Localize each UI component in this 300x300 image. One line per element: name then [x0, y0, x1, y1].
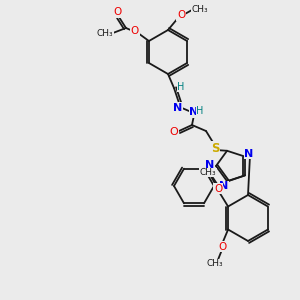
Text: N: N: [173, 103, 183, 113]
Text: O: O: [131, 26, 139, 36]
Text: N: N: [244, 148, 254, 159]
Text: N: N: [189, 107, 199, 117]
Text: O: O: [114, 7, 122, 17]
Text: H: H: [177, 82, 185, 92]
Text: N: N: [206, 160, 214, 170]
Text: O: O: [218, 242, 226, 251]
Text: O: O: [169, 127, 178, 137]
Text: N: N: [219, 181, 229, 191]
Text: S: S: [211, 142, 219, 154]
Text: O: O: [177, 10, 185, 20]
Text: CH₃: CH₃: [192, 4, 208, 14]
Text: CH₃: CH₃: [207, 259, 224, 268]
Text: O: O: [214, 184, 222, 194]
Text: CH₃: CH₃: [97, 29, 113, 38]
Text: CH₃: CH₃: [200, 168, 216, 177]
Text: H: H: [196, 106, 204, 116]
